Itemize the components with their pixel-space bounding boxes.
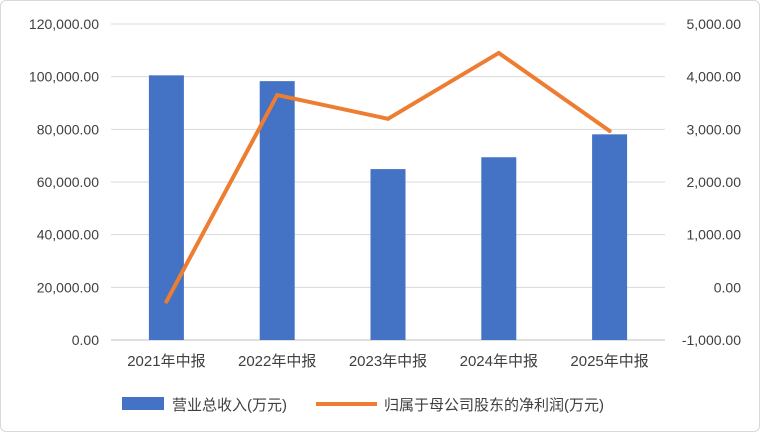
legend-label-net-profit: 归属于母公司股东的净利润(万元) [384, 397, 604, 414]
category-label: 2025年中报 [570, 353, 648, 370]
right-tick-label: 0.00 [714, 279, 741, 295]
left-tick-label: 100,000.00 [29, 69, 99, 85]
net-profit-point [607, 128, 612, 133]
left-tick-label: 120,000.00 [29, 16, 99, 32]
right-tick-label: 4,000.00 [687, 69, 742, 85]
category-labels: 2021年中报 2022年中报 2023年中报 2024年中报 2025年中报 [127, 353, 649, 370]
revenue-bar [148, 75, 184, 340]
right-tick-label: -1,000.00 [682, 332, 741, 348]
revenue-bar [481, 157, 517, 340]
left-tick-label: 40,000.00 [37, 227, 99, 243]
net-profit-point [496, 50, 501, 55]
net-profit-point [164, 299, 169, 304]
revenue-bar [592, 134, 628, 340]
left-axis-tick-labels: 0.00 20,000.00 40,000.00 60,000.00 80,000.00… [29, 16, 99, 348]
net-profit-point [275, 93, 280, 98]
right-tick-label: 1,000.00 [687, 227, 742, 243]
revenue-bars [148, 75, 628, 340]
left-tick-label: 60,000.00 [37, 174, 99, 190]
legend-swatch-revenue [122, 397, 164, 410]
right-tick-label: 2,000.00 [687, 174, 742, 190]
category-label: 2023年中报 [349, 353, 427, 370]
revenue-bar [259, 81, 295, 340]
net-profit-point [386, 116, 390, 121]
left-tick-label: 80,000.00 [37, 121, 99, 137]
left-tick-label: 0.00 [72, 332, 99, 348]
category-label: 2024年中报 [460, 353, 538, 370]
legend: 营业总收入(万元) 归属于母公司股东的净利润(万元) [122, 397, 604, 414]
left-tick-label: 20,000.00 [37, 279, 99, 295]
revenue-bar [370, 169, 406, 340]
category-label: 2022年中报 [238, 353, 316, 370]
net-profit-line [164, 50, 612, 304]
legend-label-revenue: 营业总收入(万元) [172, 397, 287, 414]
right-axis-tick-labels: -1,000.00 0.00 1,000.00 2,000.00 3,000.00 4,0… [682, 16, 741, 348]
right-tick-label: 3,000.00 [687, 121, 742, 137]
right-tick-label: 5,000.00 [687, 16, 742, 32]
category-label: 2021年中报 [127, 353, 205, 370]
